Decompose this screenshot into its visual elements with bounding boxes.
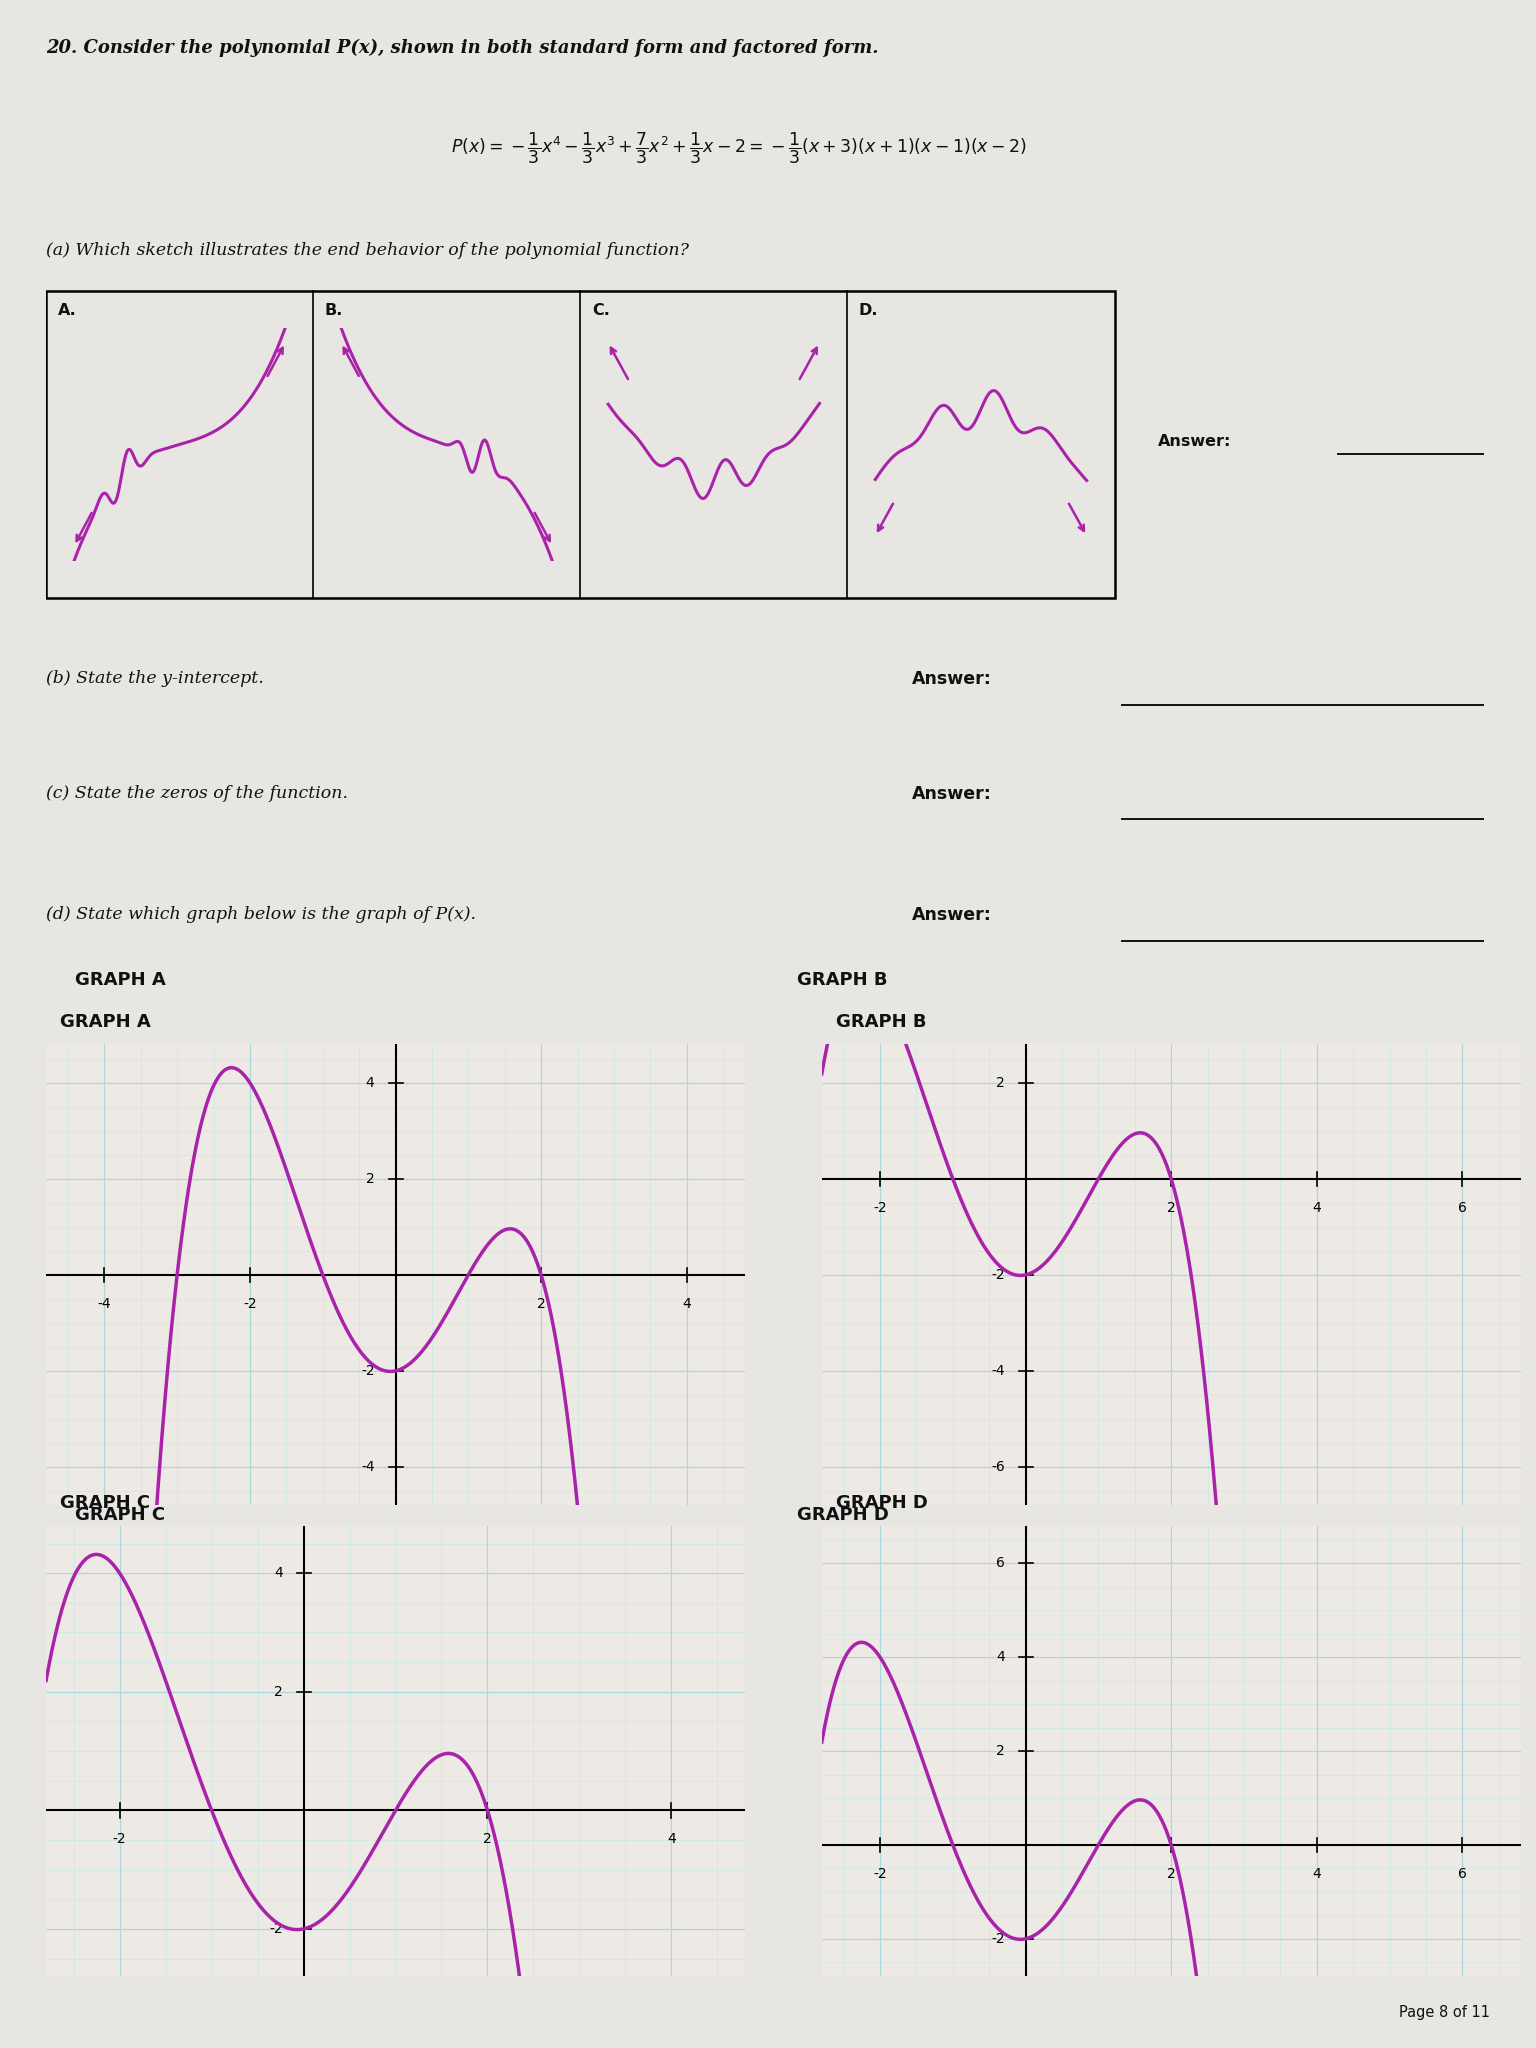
Text: GRAPH C: GRAPH C xyxy=(75,1505,164,1524)
Text: B.: B. xyxy=(324,303,343,317)
Text: GRAPH A: GRAPH A xyxy=(75,971,166,989)
Text: D.: D. xyxy=(859,303,879,317)
Text: 4: 4 xyxy=(1312,1866,1321,1880)
Text: Page 8 of 11: Page 8 of 11 xyxy=(1399,2005,1490,2019)
Text: (b) State the y-intercept.: (b) State the y-intercept. xyxy=(46,670,264,686)
Text: 6: 6 xyxy=(1458,1866,1467,1880)
Text: A.: A. xyxy=(58,303,77,317)
Text: 6: 6 xyxy=(995,1556,1005,1571)
Text: (a) Which sketch illustrates the end behavior of the polynomial function?: (a) Which sketch illustrates the end beh… xyxy=(46,242,690,258)
Text: 2: 2 xyxy=(484,1833,492,1845)
Text: GRAPH D: GRAPH D xyxy=(836,1495,928,1511)
Text: GRAPH B: GRAPH B xyxy=(836,1012,926,1030)
Text: -4: -4 xyxy=(991,1364,1005,1378)
Text: 4: 4 xyxy=(366,1075,375,1090)
Text: $P(x)=-\dfrac{1}{3}x^4-\dfrac{1}{3}x^3+\dfrac{7}{3}x^2+\dfrac{1}{3}x-2=-\dfrac{1: $P(x)=-\dfrac{1}{3}x^4-\dfrac{1}{3}x^3+\… xyxy=(452,131,1028,166)
Text: -2: -2 xyxy=(991,1268,1005,1282)
Text: -2: -2 xyxy=(361,1364,375,1378)
Text: (c) State the zeros of the function.: (c) State the zeros of the function. xyxy=(46,784,349,801)
Text: 2: 2 xyxy=(273,1686,283,1698)
Text: -2: -2 xyxy=(872,1200,886,1214)
Text: 2: 2 xyxy=(1167,1866,1175,1880)
Text: GRAPH A: GRAPH A xyxy=(60,1012,151,1030)
Text: 4: 4 xyxy=(667,1833,676,1845)
Text: 4: 4 xyxy=(1312,1200,1321,1214)
Text: -2: -2 xyxy=(872,1866,886,1880)
Text: -2: -2 xyxy=(269,1921,283,1935)
Text: -2: -2 xyxy=(243,1296,257,1311)
Text: 6: 6 xyxy=(1458,1200,1467,1214)
Text: 2: 2 xyxy=(1167,1200,1175,1214)
Text: -6: -6 xyxy=(991,1460,1005,1475)
Text: 2: 2 xyxy=(536,1296,545,1311)
Text: Answer:: Answer: xyxy=(912,670,992,688)
Text: Answer:: Answer: xyxy=(912,907,992,924)
Text: 2: 2 xyxy=(995,1075,1005,1090)
Text: -2: -2 xyxy=(112,1833,126,1845)
Text: Answer:: Answer: xyxy=(1158,434,1232,449)
Bar xyxy=(46,291,1115,598)
Text: 2: 2 xyxy=(366,1171,375,1186)
Text: 4: 4 xyxy=(682,1296,691,1311)
Text: Answer:: Answer: xyxy=(912,784,992,803)
Text: 4: 4 xyxy=(995,1651,1005,1665)
Text: -4: -4 xyxy=(361,1460,375,1475)
Text: GRAPH B: GRAPH B xyxy=(797,971,888,989)
Text: GRAPH C: GRAPH C xyxy=(60,1495,151,1511)
Text: 2: 2 xyxy=(995,1745,1005,1757)
Text: (d) State which graph below is the graph of P(x).: (d) State which graph below is the graph… xyxy=(46,907,476,924)
Text: -4: -4 xyxy=(97,1296,111,1311)
Text: GRAPH D: GRAPH D xyxy=(797,1505,889,1524)
Text: 4: 4 xyxy=(273,1567,283,1581)
Text: 20. Consider the polynomial P(x), shown in both standard form and factored form.: 20. Consider the polynomial P(x), shown … xyxy=(46,39,879,57)
Text: -2: -2 xyxy=(991,1931,1005,1946)
Text: C.: C. xyxy=(591,303,610,317)
